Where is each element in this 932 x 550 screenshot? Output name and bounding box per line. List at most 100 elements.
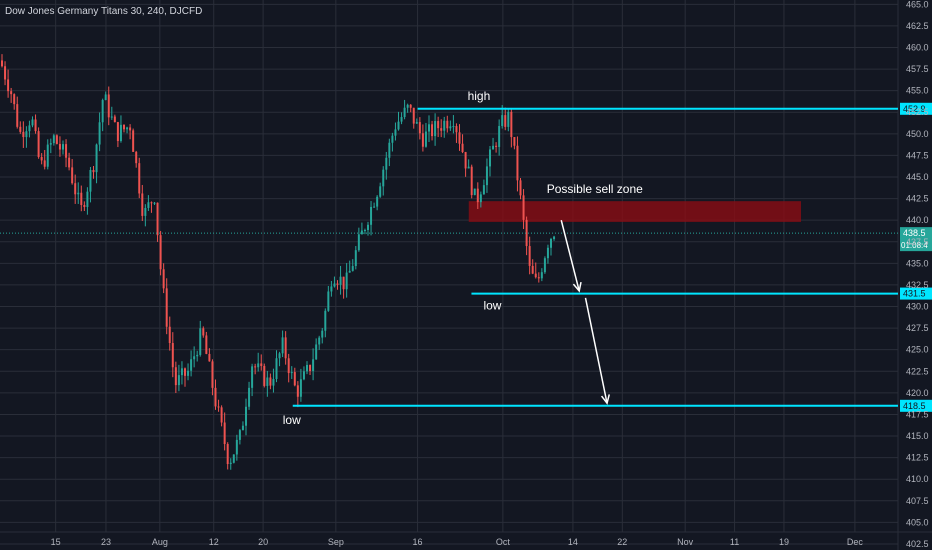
candle (296, 381, 299, 408)
candle-body (77, 192, 80, 195)
candle-body (360, 230, 363, 235)
x-tick-label: 19 (779, 537, 789, 547)
candle (211, 359, 214, 396)
candle (485, 158, 488, 193)
candle (428, 115, 430, 142)
candle (455, 123, 458, 143)
candle-body (324, 310, 327, 331)
candle-body (95, 144, 98, 173)
candle-body (257, 363, 260, 368)
candle-body (458, 132, 461, 144)
x-tick-label: 23 (101, 537, 111, 547)
candle (110, 106, 113, 120)
candle-body (540, 272, 543, 279)
candle-body (119, 124, 122, 142)
candle-body (126, 127, 129, 130)
candle-body (354, 250, 357, 267)
candle-body (25, 131, 28, 138)
candle-body (309, 364, 312, 372)
candle-body (223, 422, 226, 445)
candle (553, 235, 556, 241)
candle-body (342, 276, 345, 290)
candle-body (397, 121, 400, 130)
candle (257, 352, 260, 372)
candle-body (52, 135, 55, 144)
candle-body (202, 328, 205, 336)
candle-body (34, 119, 37, 132)
candle-body (482, 185, 485, 195)
x-tick-label: Oct (496, 537, 511, 547)
candle-body (19, 126, 22, 132)
candle (470, 164, 473, 199)
candle-body (107, 94, 110, 118)
candle (434, 113, 437, 146)
candle-body (116, 122, 119, 142)
candle (132, 128, 135, 152)
candle-body (437, 121, 440, 129)
candle (119, 115, 122, 143)
x-tick-label: 12 (209, 537, 219, 547)
candle-body (431, 124, 434, 137)
candle-body (196, 354, 199, 357)
candle (89, 167, 92, 203)
candle (4, 61, 7, 86)
candle-body (296, 385, 299, 397)
candle (266, 370, 269, 397)
x-axis[interactable]: 15 23 Aug 12 20 Sep 16 Oct 14 22 Nov 11 19 Dec (51, 537, 864, 547)
candle-body (10, 91, 13, 95)
candle-body (263, 365, 266, 386)
candle (370, 201, 373, 236)
candle-body (272, 379, 275, 386)
candle-body (113, 116, 116, 123)
candle-body (156, 202, 159, 236)
candle (424, 122, 427, 148)
candle-body (327, 291, 330, 311)
candle (49, 138, 52, 154)
candle (263, 363, 266, 388)
candle-body (516, 145, 519, 181)
candle (437, 116, 440, 138)
candle-body (550, 238, 552, 248)
candle-body (217, 406, 220, 408)
candle (498, 119, 501, 156)
candle (123, 124, 125, 133)
candle-body (40, 157, 43, 161)
candle-body (543, 258, 546, 273)
candle-body (299, 379, 302, 397)
candle (83, 201, 86, 212)
level-label-low-2: low (283, 413, 301, 427)
y-tick-label: 427.5 (906, 323, 929, 333)
candle (534, 262, 537, 279)
candle-body (187, 370, 190, 376)
candle (68, 152, 71, 171)
candle-body (525, 219, 528, 247)
candle-body (141, 193, 144, 216)
candle-body (162, 269, 165, 289)
candle (406, 103, 409, 113)
candle-body (28, 125, 31, 132)
y-axis[interactable]: 402.5 405.0 407.5 410.0 412.5 415.0 417.5 420.0… (906, 0, 929, 549)
candle (284, 331, 287, 365)
candle (309, 364, 312, 376)
candle-body (476, 188, 479, 203)
candle (226, 442, 229, 470)
candle (513, 137, 516, 150)
candle-body (479, 194, 482, 203)
candle (254, 363, 257, 375)
x-tick-label: Nov (677, 537, 694, 547)
candle-body (434, 121, 437, 137)
candle (412, 107, 415, 129)
candle (528, 236, 531, 275)
candle-body (104, 94, 107, 101)
candle-body (49, 143, 52, 145)
candle-body (205, 335, 208, 354)
arrow-head (600, 394, 610, 405)
candle-body (190, 359, 193, 371)
candle-body (138, 163, 141, 194)
candle-body (501, 115, 504, 127)
candle (516, 136, 519, 192)
candle (86, 187, 89, 215)
candle (135, 150, 138, 168)
